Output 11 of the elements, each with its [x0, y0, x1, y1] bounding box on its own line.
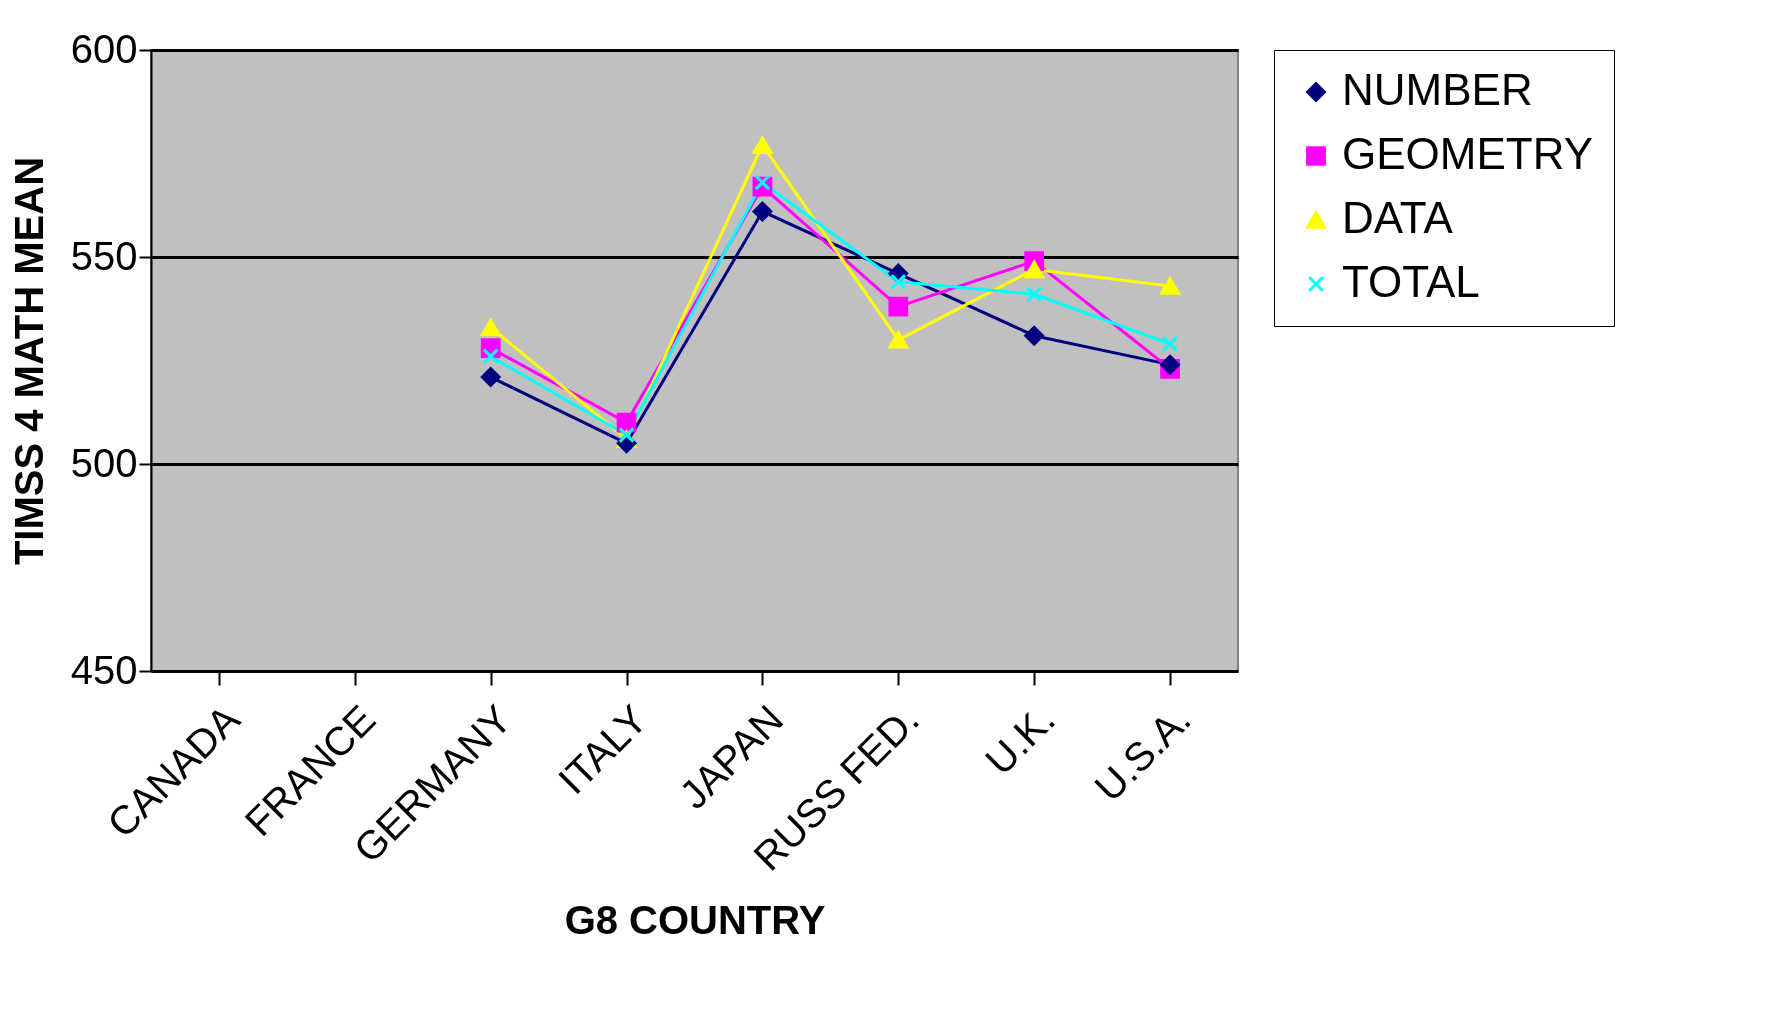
legend-label: TOTAL — [1342, 257, 1480, 306]
x-axis-title: G8 COUNTRY — [564, 897, 826, 942]
y-axis-title: TIMSS 4 MATH MEAN — [6, 156, 51, 566]
legend-label: DATA — [1342, 193, 1454, 242]
legend-label: NUMBER — [1342, 65, 1533, 114]
legend-label: GEOMETRY — [1342, 129, 1594, 178]
y-tick-label: 500 — [70, 440, 138, 485]
x-tick-label: U.K. — [976, 696, 1063, 783]
y-tick-label: 450 — [70, 647, 138, 692]
y-tick-label: 550 — [70, 233, 138, 278]
y-tick-label: 600 — [70, 26, 138, 71]
